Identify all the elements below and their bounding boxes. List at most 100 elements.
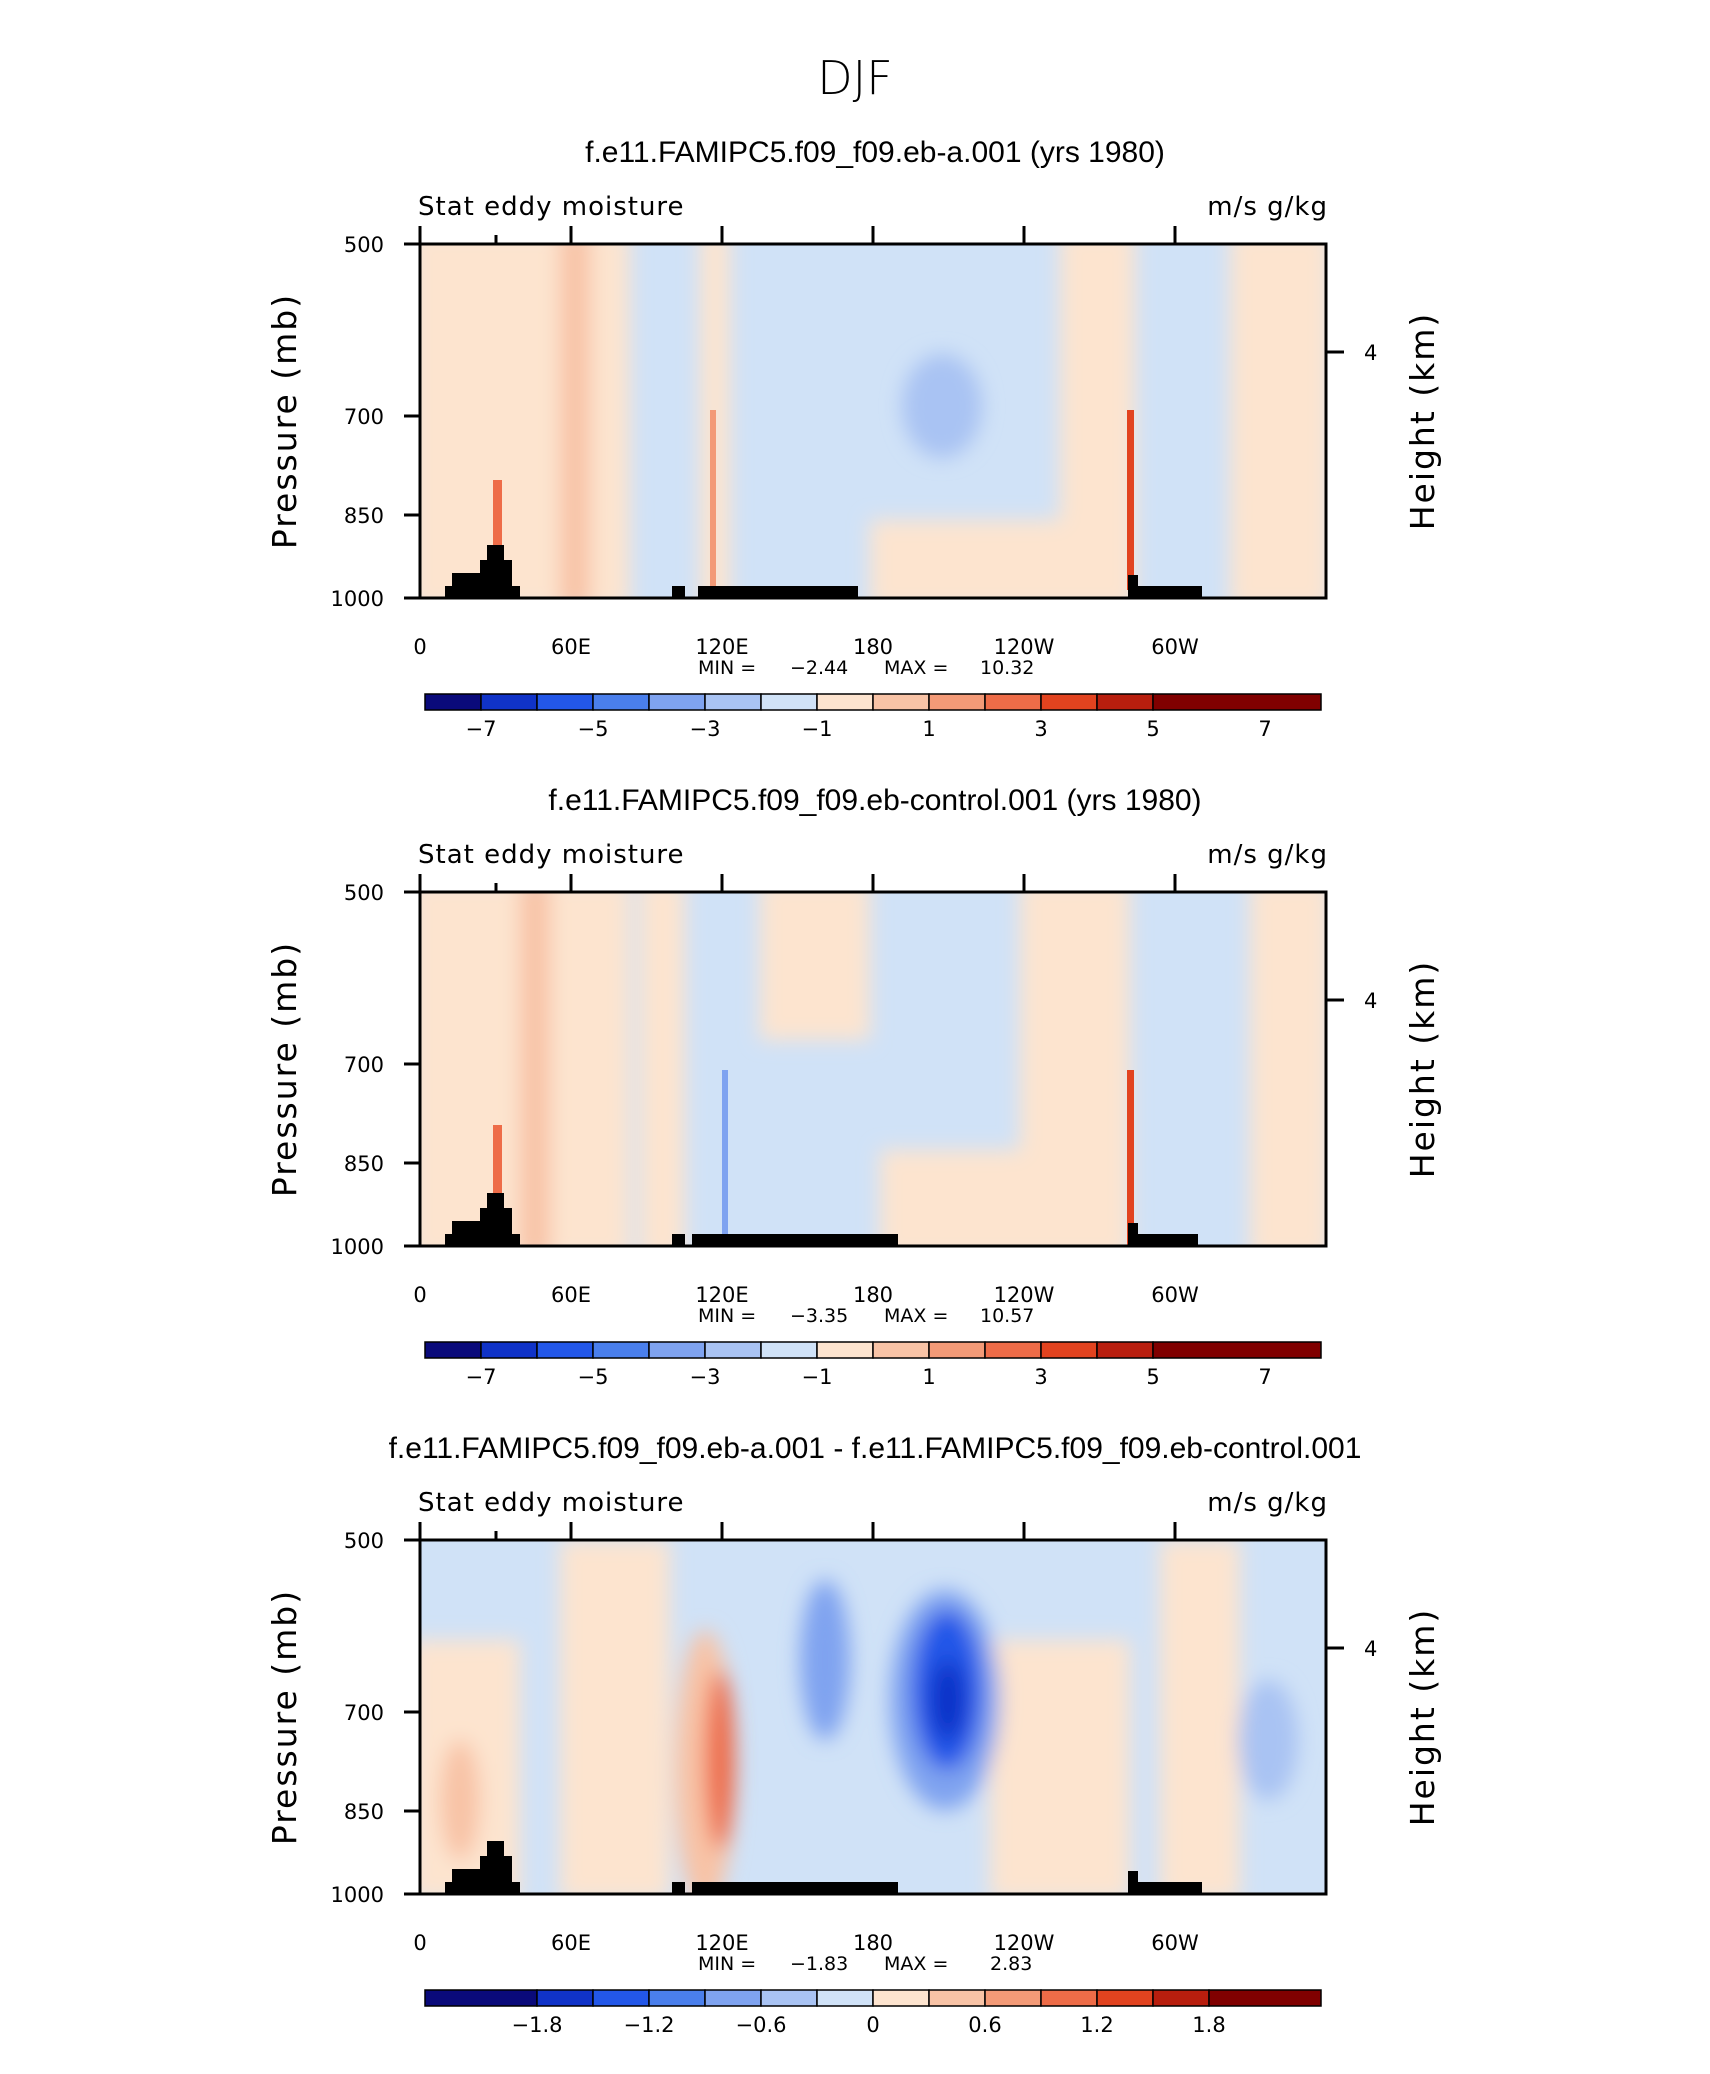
panel-3-right-label: m/s g/kg xyxy=(1207,1488,1328,1518)
panel-2-cbar-label-1: −5 xyxy=(578,1365,609,1389)
panel-2-xticklabel-180: 180 xyxy=(853,1283,893,1307)
panel-2-left-label: Stat eddy moisture xyxy=(418,840,685,870)
panel-2-cbar-6 xyxy=(761,1342,817,1358)
panel-3-cbar-label-3: 0 xyxy=(866,2013,879,2037)
panel-1-xticklabel-180: 180 xyxy=(853,635,893,659)
panel-1-warm-region-mid xyxy=(590,230,630,610)
panel-3-cbar-13 xyxy=(1209,1990,1321,2006)
panel-1-min-label: MIN = xyxy=(698,657,756,679)
panel-1-xticklabel-60w: 60W xyxy=(1151,635,1199,659)
panel-2-right-label: m/s g/kg xyxy=(1207,840,1328,870)
panel-2-xticklabel-60w: 60W xyxy=(1151,1283,1199,1307)
panel-1-cbar-2 xyxy=(537,694,593,710)
panel-2-cbar-4 xyxy=(649,1342,705,1358)
panel-2-yticklabel-700: 700 xyxy=(344,1053,384,1077)
panel-3-cbar-4 xyxy=(705,1990,761,2006)
panel-3-cbar-7 xyxy=(873,1990,929,2006)
panel-3-cbar-label-2: −0.6 xyxy=(736,2013,787,2037)
panel-3-max-label: MAX = xyxy=(884,1953,948,1975)
panel-1-peak-streak-asia xyxy=(710,410,716,590)
panel-2-colorbar xyxy=(425,1342,1321,1358)
panel-3-cbar-1 xyxy=(537,1990,593,2006)
panel-2-cbar-label-2: −3 xyxy=(690,1365,721,1389)
panel-2-cbar-label-0: −7 xyxy=(466,1365,497,1389)
panel-3-field xyxy=(410,1540,1326,1910)
panel-3-cbar-5 xyxy=(761,1990,817,2006)
panel-1-max-value: 10.32 xyxy=(980,657,1034,679)
panel-3-cold-cell-160e xyxy=(800,1580,850,1740)
panel-1-cbar-label-4: 1 xyxy=(922,717,935,741)
panel-2-yticklabel-500: 500 xyxy=(344,881,384,905)
panel-3-yticklabel-500: 500 xyxy=(344,1529,384,1553)
panel-2-cbar-label-3: −1 xyxy=(802,1365,833,1389)
panel-3: f.e11.FAMIPC5.f09_f09.eb-a.001 - f.e11.F… xyxy=(265,1432,1442,2037)
panel-3-left-label: Stat eddy moisture xyxy=(418,1488,685,1518)
panel-3-warm-cell-west xyxy=(440,1740,480,1860)
panel-3-cbar-label-0: −1.8 xyxy=(512,2013,563,2037)
panel-3-cold-cell-atlantic xyxy=(1238,1680,1298,1800)
panel-1: f.e11.FAMIPC5.f09_f09.eb-a.001 (yrs 1980… xyxy=(265,136,1442,741)
panel-3-cbar-10 xyxy=(1041,1990,1097,2006)
panel-1-xticklabel-120e: 120E xyxy=(695,635,748,659)
figure-title: DJF xyxy=(817,51,892,105)
panel-1-cbar-5 xyxy=(705,694,761,710)
panel-2-warm-region-west-pacific xyxy=(760,880,870,1040)
panel-1-yticklabel-1000: 1000 xyxy=(331,587,384,611)
panel-1-y2label: Height (km) xyxy=(1403,312,1442,531)
panel-2-min-label: MIN = xyxy=(698,1305,756,1327)
panel-3-warm-region-atlantic xyxy=(1160,1540,1240,1900)
panel-1-cbar-label-5: 3 xyxy=(1034,717,1047,741)
panel-1-max-label: MAX = xyxy=(884,657,948,679)
panel-3-title: f.e11.FAMIPC5.f09_f09.eb-a.001 - f.e11.F… xyxy=(389,1432,1362,1465)
panel-2-xticklabel-120w: 120W xyxy=(994,1283,1055,1307)
panel-2-title: f.e11.FAMIPC5.f09_f09.eb-control.001 (yr… xyxy=(548,784,1201,817)
panel-3-warm-cell-120e-core xyxy=(705,1670,735,1850)
panel-1-warm-region-atlantic xyxy=(1230,230,1330,610)
panel-3-cbar-label-1: −1.2 xyxy=(624,2013,675,2037)
panel-2-y2label: Height (km) xyxy=(1403,960,1442,1179)
panel-3-y2label: Height (km) xyxy=(1403,1608,1442,1827)
panel-2-cbar-10 xyxy=(985,1342,1041,1358)
panel-1-min-value: −2.44 xyxy=(790,657,848,679)
panel-1-cbar-1 xyxy=(481,694,537,710)
panel-1-y2ticklabel-4: 4 xyxy=(1364,341,1377,365)
panel-1-cbar-6 xyxy=(761,694,817,710)
panel-1-cbar-label-1: −5 xyxy=(578,717,609,741)
panel-2-cbar-label-4: 1 xyxy=(922,1365,935,1389)
panel-1-xticklabel-0: 0 xyxy=(413,635,426,659)
panel-2-warm-region-indian xyxy=(520,880,550,1260)
panel-2-xticklabel-120e: 120E xyxy=(695,1283,748,1307)
panel-2-warm-region-americas xyxy=(1020,880,1130,1260)
panel-1-cbar-10 xyxy=(985,694,1041,710)
panel-2-cbar-3 xyxy=(593,1342,649,1358)
panel-1-ylabel: Pressure (mb) xyxy=(265,293,304,549)
panel-2-yticklabel-1000: 1000 xyxy=(331,1235,384,1259)
panel-2-cbar-7 xyxy=(817,1342,873,1358)
panel-2-cbar-13 xyxy=(1153,1342,1321,1358)
panel-2-cbar-label-6: 5 xyxy=(1146,1365,1159,1389)
panel-1-cbar-8 xyxy=(873,694,929,710)
panel-1-cbar-12 xyxy=(1097,694,1153,710)
panel-1-cbar-label-3: −1 xyxy=(802,717,833,741)
panel-3-xticklabel-120e: 120E xyxy=(695,1931,748,1955)
panel-2-max-value: 10.57 xyxy=(980,1305,1034,1327)
panel-2-ylabel: Pressure (mb) xyxy=(265,941,304,1197)
panel-2-warm-region-atlantic xyxy=(1250,880,1330,1260)
panel-1-title: f.e11.FAMIPC5.f09_f09.eb-a.001 (yrs 1980… xyxy=(585,136,1165,169)
panel-3-xticklabel-60e: 60E xyxy=(551,1931,591,1955)
panel-3-warm-region-indian xyxy=(560,1540,670,1900)
panel-2-cbar-2 xyxy=(537,1342,593,1358)
panel-3-cbar-9 xyxy=(985,1990,1041,2006)
panel-3-cbar-11 xyxy=(1097,1990,1153,2006)
panel-1-warm-region-americas xyxy=(1060,230,1135,610)
panel-1-cbar-4 xyxy=(649,694,705,710)
panel-3-max-value: 2.83 xyxy=(990,1953,1032,1975)
panel-2-cbar-1 xyxy=(481,1342,537,1358)
panel-1-cbar-13 xyxy=(1153,694,1321,710)
panel-1-warm-region-indian xyxy=(560,230,595,610)
panel-2-cbar-5 xyxy=(705,1342,761,1358)
panel-3-colorbar xyxy=(425,1990,1321,2006)
panel-3-cbar-3 xyxy=(649,1990,705,2006)
panel-3-yticklabel-700: 700 xyxy=(344,1701,384,1725)
panel-1-cbar-label-0: −7 xyxy=(466,717,497,741)
